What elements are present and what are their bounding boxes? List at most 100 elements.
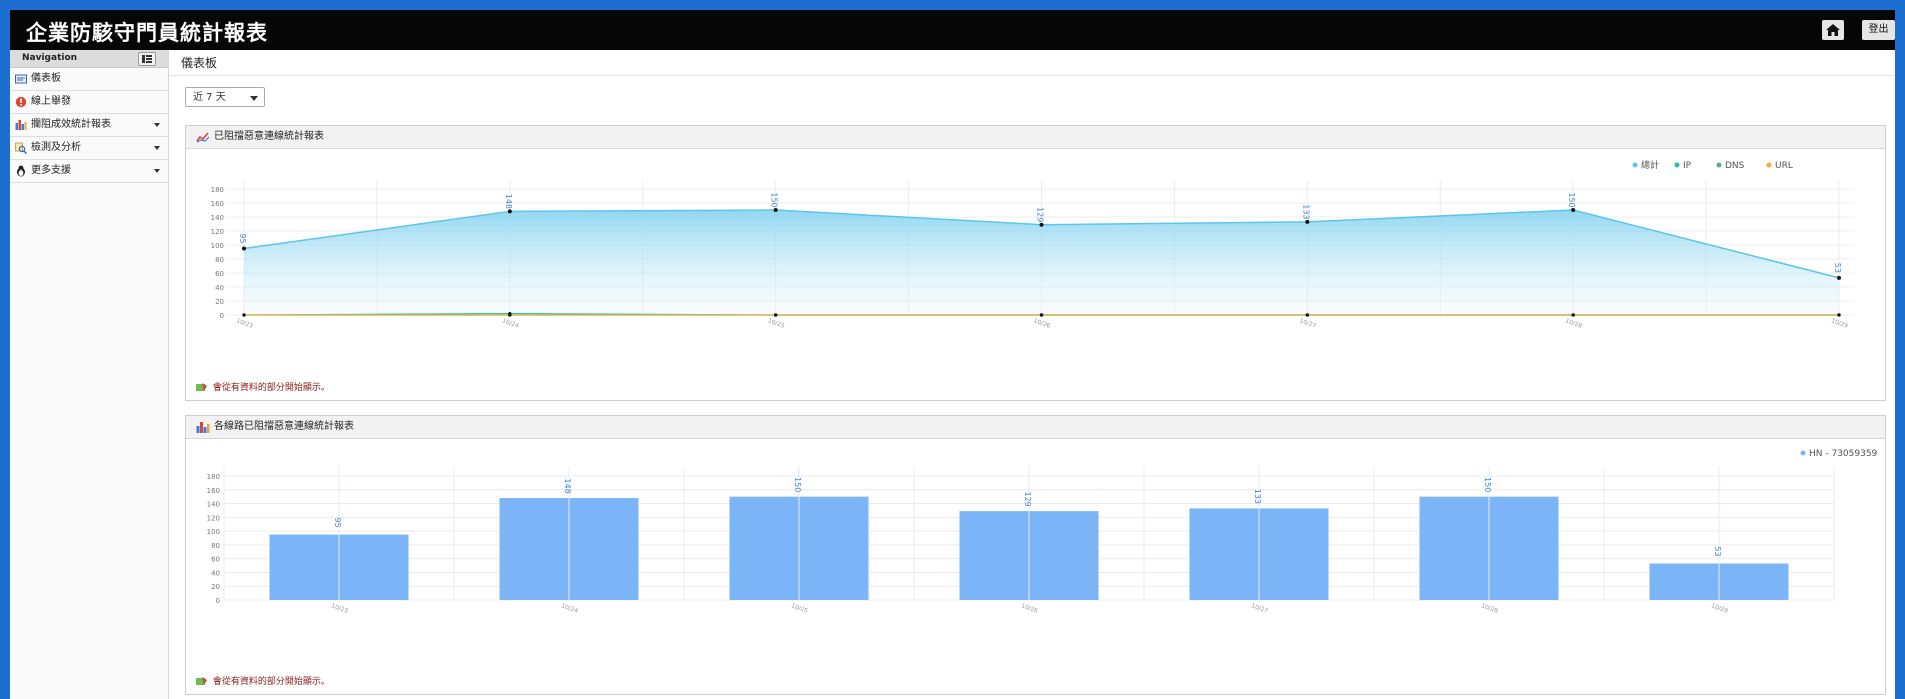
legend-marker bbox=[1717, 163, 1722, 168]
x-tick-label: 10/28 bbox=[1564, 317, 1583, 330]
y-tick-label: 80 bbox=[215, 256, 224, 264]
sidebar-item-label: 線上舉發 bbox=[31, 91, 71, 113]
y-tick-label: 80 bbox=[211, 542, 220, 550]
legend-label: IP bbox=[1683, 161, 1692, 171]
y-tick-label: 40 bbox=[211, 569, 220, 577]
data-point bbox=[1837, 313, 1840, 316]
data-label: 150 bbox=[1567, 192, 1576, 207]
data-point bbox=[1571, 208, 1575, 212]
x-tick-label: 10/24 bbox=[560, 602, 579, 615]
sidebar-item-block-stats[interactable]: 攔阻成效統計報表 bbox=[10, 114, 168, 137]
nav-header: Navigation bbox=[10, 50, 168, 68]
note-icon bbox=[196, 677, 207, 686]
panel-title: 已阻擋惡意連線統計報表 bbox=[214, 126, 324, 148]
data-point bbox=[508, 313, 511, 316]
chevron-down-icon bbox=[154, 169, 160, 173]
y-tick-label: 100 bbox=[211, 242, 224, 250]
legend-label: HN - 73059359 bbox=[1809, 449, 1878, 459]
y-tick-label: 20 bbox=[211, 583, 220, 591]
sidebar-item-report[interactable]: 線上舉發 bbox=[10, 91, 168, 114]
chevron-down-icon bbox=[154, 146, 160, 150]
legend-marker bbox=[1801, 451, 1806, 456]
sidebar-item-analysis[interactable]: 檢測及分析 bbox=[10, 137, 168, 160]
sidebar-item-label: 攔阻成效統計報表 bbox=[31, 114, 111, 136]
data-point bbox=[774, 313, 777, 316]
data-point bbox=[508, 209, 512, 213]
legend-label: DNS bbox=[1725, 161, 1745, 171]
legend-label: 總計 bbox=[1641, 159, 1659, 171]
data-point bbox=[1040, 223, 1044, 227]
data-label: 133 bbox=[1301, 204, 1310, 219]
x-tick-label: 10/23 bbox=[330, 602, 349, 615]
x-tick-label: 10/24 bbox=[501, 317, 520, 330]
y-tick-label: 60 bbox=[215, 270, 224, 278]
list-toggle-icon bbox=[139, 53, 155, 65]
y-tick-label: 40 bbox=[215, 284, 224, 292]
x-tick-label: 10/28 bbox=[1480, 602, 1499, 615]
logout-button[interactable]: 登出 bbox=[1862, 20, 1895, 40]
y-tick-label: 100 bbox=[207, 528, 220, 536]
y-tick-label: 180 bbox=[211, 186, 224, 194]
chart-note-text: 會從有資料的部分開始顯示。 bbox=[213, 677, 330, 687]
x-tick-label: 10/23 bbox=[235, 317, 254, 330]
bar-chart-panel: 各線路已阻擋惡意連線統計報表 HN - 73059359 0 20 40 60 80 100… bbox=[185, 415, 1886, 695]
data-point bbox=[1306, 313, 1309, 316]
line-chart-panel: 已阻擋惡意連線統計報表 總計 IP DNS URL 0 20 40 60 80 100 120 140… bbox=[185, 125, 1886, 401]
y-tick-label: 60 bbox=[211, 556, 220, 564]
y-tick-label: 20 bbox=[215, 298, 224, 306]
penguin-icon bbox=[15, 165, 27, 177]
data-label: 150 bbox=[770, 192, 779, 207]
legend-marker bbox=[1633, 163, 1638, 168]
home-icon bbox=[1822, 20, 1844, 40]
data-label: 148 bbox=[563, 478, 572, 493]
data-point bbox=[242, 247, 246, 251]
x-tick-label: 10/27 bbox=[1299, 317, 1318, 330]
home-button[interactable] bbox=[1822, 20, 1844, 40]
data-label: 150 bbox=[793, 477, 802, 492]
x-tick-label: 10/29 bbox=[1710, 602, 1729, 615]
data-label: 133 bbox=[1253, 489, 1262, 504]
nav-header-label: Navigation bbox=[22, 53, 77, 63]
app-title: 企業防駭守門員統計報表 bbox=[26, 17, 268, 47]
legend-label: URL bbox=[1775, 161, 1793, 171]
y-tick-label: 160 bbox=[207, 487, 220, 495]
blocked-connections-line-chart: 總計 IP DNS URL 0 20 40 60 80 100 120 140 160 180 95 148 1… bbox=[186, 149, 1885, 374]
sidebar-item-label: 更多支援 bbox=[31, 160, 71, 182]
data-label: 148 bbox=[504, 194, 513, 209]
magnifier-icon bbox=[15, 142, 27, 154]
per-line-bar-chart: HN - 73059359 0 20 40 60 80 100 120 140 160 180 95 1… bbox=[186, 439, 1885, 669]
data-label: 129 bbox=[1023, 491, 1032, 506]
data-point bbox=[242, 313, 245, 316]
data-point bbox=[1305, 220, 1309, 224]
sidebar-item-dashboard[interactable]: 儀表板 bbox=[10, 68, 168, 91]
x-tick-label: 10/25 bbox=[790, 602, 809, 615]
data-point bbox=[1572, 313, 1575, 316]
y-tick-label: 180 bbox=[207, 473, 220, 481]
note-icon bbox=[196, 383, 207, 392]
data-point bbox=[774, 208, 778, 212]
dashboard-icon bbox=[15, 73, 27, 85]
chevron-down-icon bbox=[250, 96, 258, 101]
top-bar: 企業防駭守門員統計報表 登出 bbox=[10, 10, 1895, 50]
x-tick-label: 10/26 bbox=[1033, 317, 1052, 330]
chart-note-text: 會從有資料的部分開始顯示。 bbox=[213, 383, 330, 393]
legend-marker bbox=[1675, 163, 1680, 168]
date-range-value: 近 7 天 bbox=[193, 92, 226, 103]
sidebar-item-support[interactable]: 更多支援 bbox=[10, 160, 168, 183]
y-tick-label: 120 bbox=[207, 514, 220, 522]
x-tick-label: 10/26 bbox=[1020, 602, 1039, 615]
chart-note: 會從有資料的部分開始顯示。 bbox=[196, 380, 330, 393]
y-tick-label: 140 bbox=[211, 214, 224, 222]
panel-header: 各線路已阻擋惡意連線統計報表 bbox=[186, 416, 1885, 439]
sidebar-toggle-button[interactable] bbox=[138, 52, 156, 66]
y-tick-label: 0 bbox=[216, 597, 220, 605]
data-label: 53 bbox=[1713, 546, 1722, 556]
bar-chart-icon bbox=[196, 421, 210, 433]
legend-marker bbox=[1767, 163, 1772, 168]
panel-header: 已阻擋惡意連線統計報表 bbox=[186, 126, 1885, 149]
data-label: 95 bbox=[238, 233, 247, 243]
sidebar-item-label: 儀表板 bbox=[31, 68, 61, 90]
date-range-select[interactable]: 近 7 天 bbox=[185, 87, 265, 107]
y-tick-label: 0 bbox=[220, 312, 224, 320]
sidebar-item-label: 檢測及分析 bbox=[31, 137, 81, 159]
